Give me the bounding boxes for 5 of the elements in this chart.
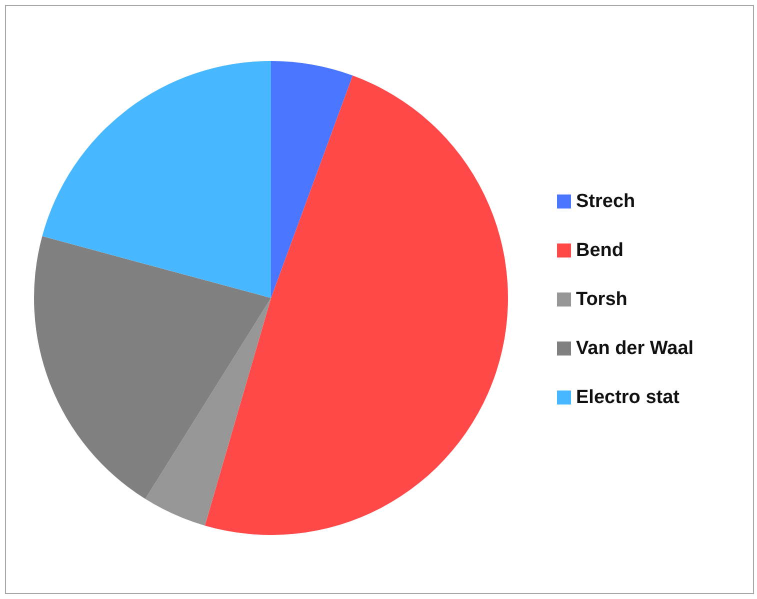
legend-label: Bend bbox=[576, 240, 624, 261]
legend-label: Van der Waal bbox=[576, 338, 694, 359]
legend-label: Torsh bbox=[576, 289, 628, 310]
legend-label: Strech bbox=[576, 191, 636, 212]
legend-label: Electro stat bbox=[576, 387, 680, 408]
